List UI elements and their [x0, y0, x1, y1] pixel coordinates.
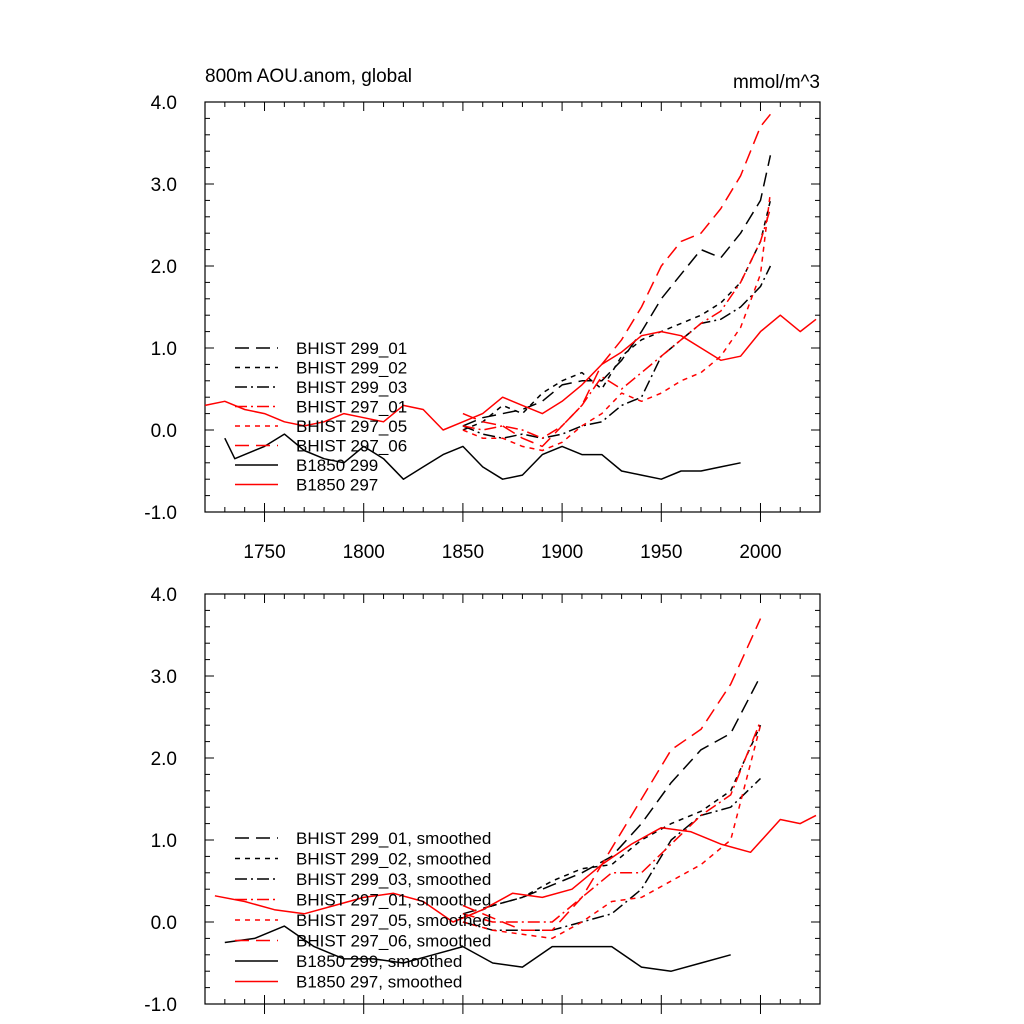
- y-tick-label: -1.0: [144, 995, 177, 1016]
- legend-label: BHIST 299_03, smoothed: [296, 870, 491, 889]
- y-tick-label: 0.0: [151, 913, 177, 934]
- series-line-b1850-299-smoothed: [224, 925, 731, 972]
- y-tick-label: 1.0: [151, 339, 177, 360]
- series-line-bhist-299-02: [462, 200, 772, 431]
- series-line-b1850-297: [204, 314, 817, 431]
- y-tick-label: 0.0: [151, 421, 177, 442]
- series-line-bhist-297-06-smoothed: [462, 618, 762, 931]
- legend-label: B1850 299: [296, 456, 378, 475]
- top-panel: -1.0 0.0 1.0 2.0 3.0 4.0 1750 1800 1850 1900 1950 2…: [144, 66, 821, 563]
- legend-label: B1850 299, smoothed: [296, 952, 462, 971]
- chart-title: 800m AOU.anom, global: [205, 66, 412, 87]
- series-line-bhist-297-05: [462, 192, 772, 452]
- y-tick-label: 4.0: [151, 93, 177, 114]
- bottom-panel: -1.0 0.0 1.0 2.0 3.0 4.0 BHIST 299_01, smoothe…: [144, 585, 821, 1016]
- series-line-bhist-297-05-smoothed: [462, 725, 762, 940]
- x-tick-label: 1800: [343, 542, 385, 563]
- legend-label: BHIST 297_01: [296, 398, 407, 417]
- plot-frame: [204, 593, 821, 1005]
- legend-label: BHIST 297_05, smoothed: [296, 911, 491, 930]
- x-tick-label: 1850: [442, 542, 484, 563]
- y-tick-label: 1.0: [151, 831, 177, 852]
- y-tick-label: 3.0: [151, 175, 177, 196]
- series-line-b1850-299: [224, 433, 741, 480]
- legend-label: B1850 297, smoothed: [296, 973, 462, 992]
- legend-label: BHIST 297_06: [296, 437, 407, 456]
- y-tick-label: 2.0: [151, 749, 177, 770]
- series-line-bhist-299-01-smoothed: [462, 675, 762, 915]
- series-line-bhist-297-01: [462, 208, 772, 439]
- legend-label: BHIST 299_02: [296, 359, 407, 378]
- legend: BHIST 299_01, smoothed BHIST 299_02, smoo…: [235, 829, 491, 992]
- y-tick-label: 2.0: [151, 257, 177, 278]
- series-line-bhist-299-02-smoothed: [462, 724, 762, 919]
- y-tick-label: 3.0: [151, 667, 177, 688]
- x-tick-label: 1900: [541, 542, 583, 563]
- legend-label: B1850 297: [296, 476, 378, 495]
- units-label: mmol/m^3: [733, 72, 820, 93]
- legend-label: BHIST 299_02, smoothed: [296, 850, 491, 869]
- series-line-bhist-297-06: [462, 113, 771, 448]
- x-tick-label: 1750: [243, 542, 285, 563]
- plot-frame: [204, 101, 821, 513]
- series-line-b1850-297-smoothed: [214, 814, 817, 923]
- series-line-bhist-299-03: [462, 265, 772, 439]
- y-tick-label: -1.0: [144, 503, 177, 524]
- legend-label: BHIST 299_01, smoothed: [296, 829, 491, 848]
- y-tick-label: 4.0: [151, 585, 177, 606]
- legend-label: BHIST 299_01: [296, 339, 407, 358]
- series-line-bhist-297-01-smoothed: [462, 720, 762, 923]
- legend-label: BHIST 299_03: [296, 378, 407, 397]
- series-line-bhist-299-03-smoothed: [462, 777, 762, 931]
- legend-label: BHIST 297_06, smoothed: [296, 932, 491, 951]
- x-tick-label: 2000: [739, 542, 781, 563]
- x-tick-label: 1950: [640, 542, 682, 563]
- legend-label: BHIST 297_01, smoothed: [296, 891, 491, 910]
- legend-label: BHIST 297_05: [296, 417, 407, 436]
